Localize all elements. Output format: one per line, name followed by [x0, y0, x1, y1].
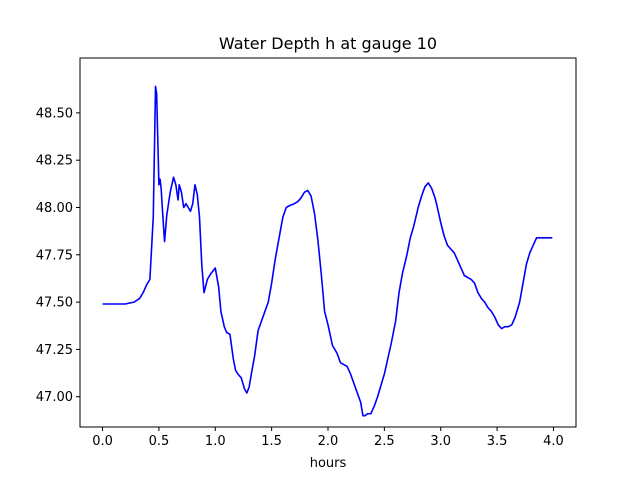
- x-tick-label: 0.0: [92, 434, 113, 449]
- y-tick-label: 47.00: [36, 390, 73, 405]
- x-axis: 0.0 0.5 1.0 1.5 2.0 2.5 3.0 3.5 4.0: [92, 427, 564, 449]
- x-tick-label: 1.0: [205, 434, 226, 449]
- y-tick-label: 48.00: [36, 201, 73, 216]
- chart-title: Water Depth h at gauge 10: [219, 34, 437, 53]
- x-tick-label: 2.5: [374, 434, 395, 449]
- x-axis-label: hours: [310, 456, 347, 471]
- x-tick-label: 4.0: [543, 434, 564, 449]
- series-line-water-depth: [102, 85, 553, 417]
- y-tick-label: 47.50: [36, 296, 73, 311]
- x-tick-label: 1.5: [261, 434, 282, 449]
- x-tick-label: 0.5: [149, 434, 170, 449]
- y-tick-label: 48.25: [36, 154, 73, 169]
- y-tick-label: 47.75: [36, 248, 73, 263]
- x-tick-label: 3.0: [430, 434, 451, 449]
- x-tick-label: 3.5: [487, 434, 508, 449]
- y-tick-label: 48.50: [36, 106, 73, 121]
- y-tick-label: 47.25: [36, 343, 73, 358]
- x-tick-label: 2.0: [318, 434, 339, 449]
- y-axis: 47.00 47.25 47.50 47.75 48.00 48.25 48.50: [36, 106, 80, 405]
